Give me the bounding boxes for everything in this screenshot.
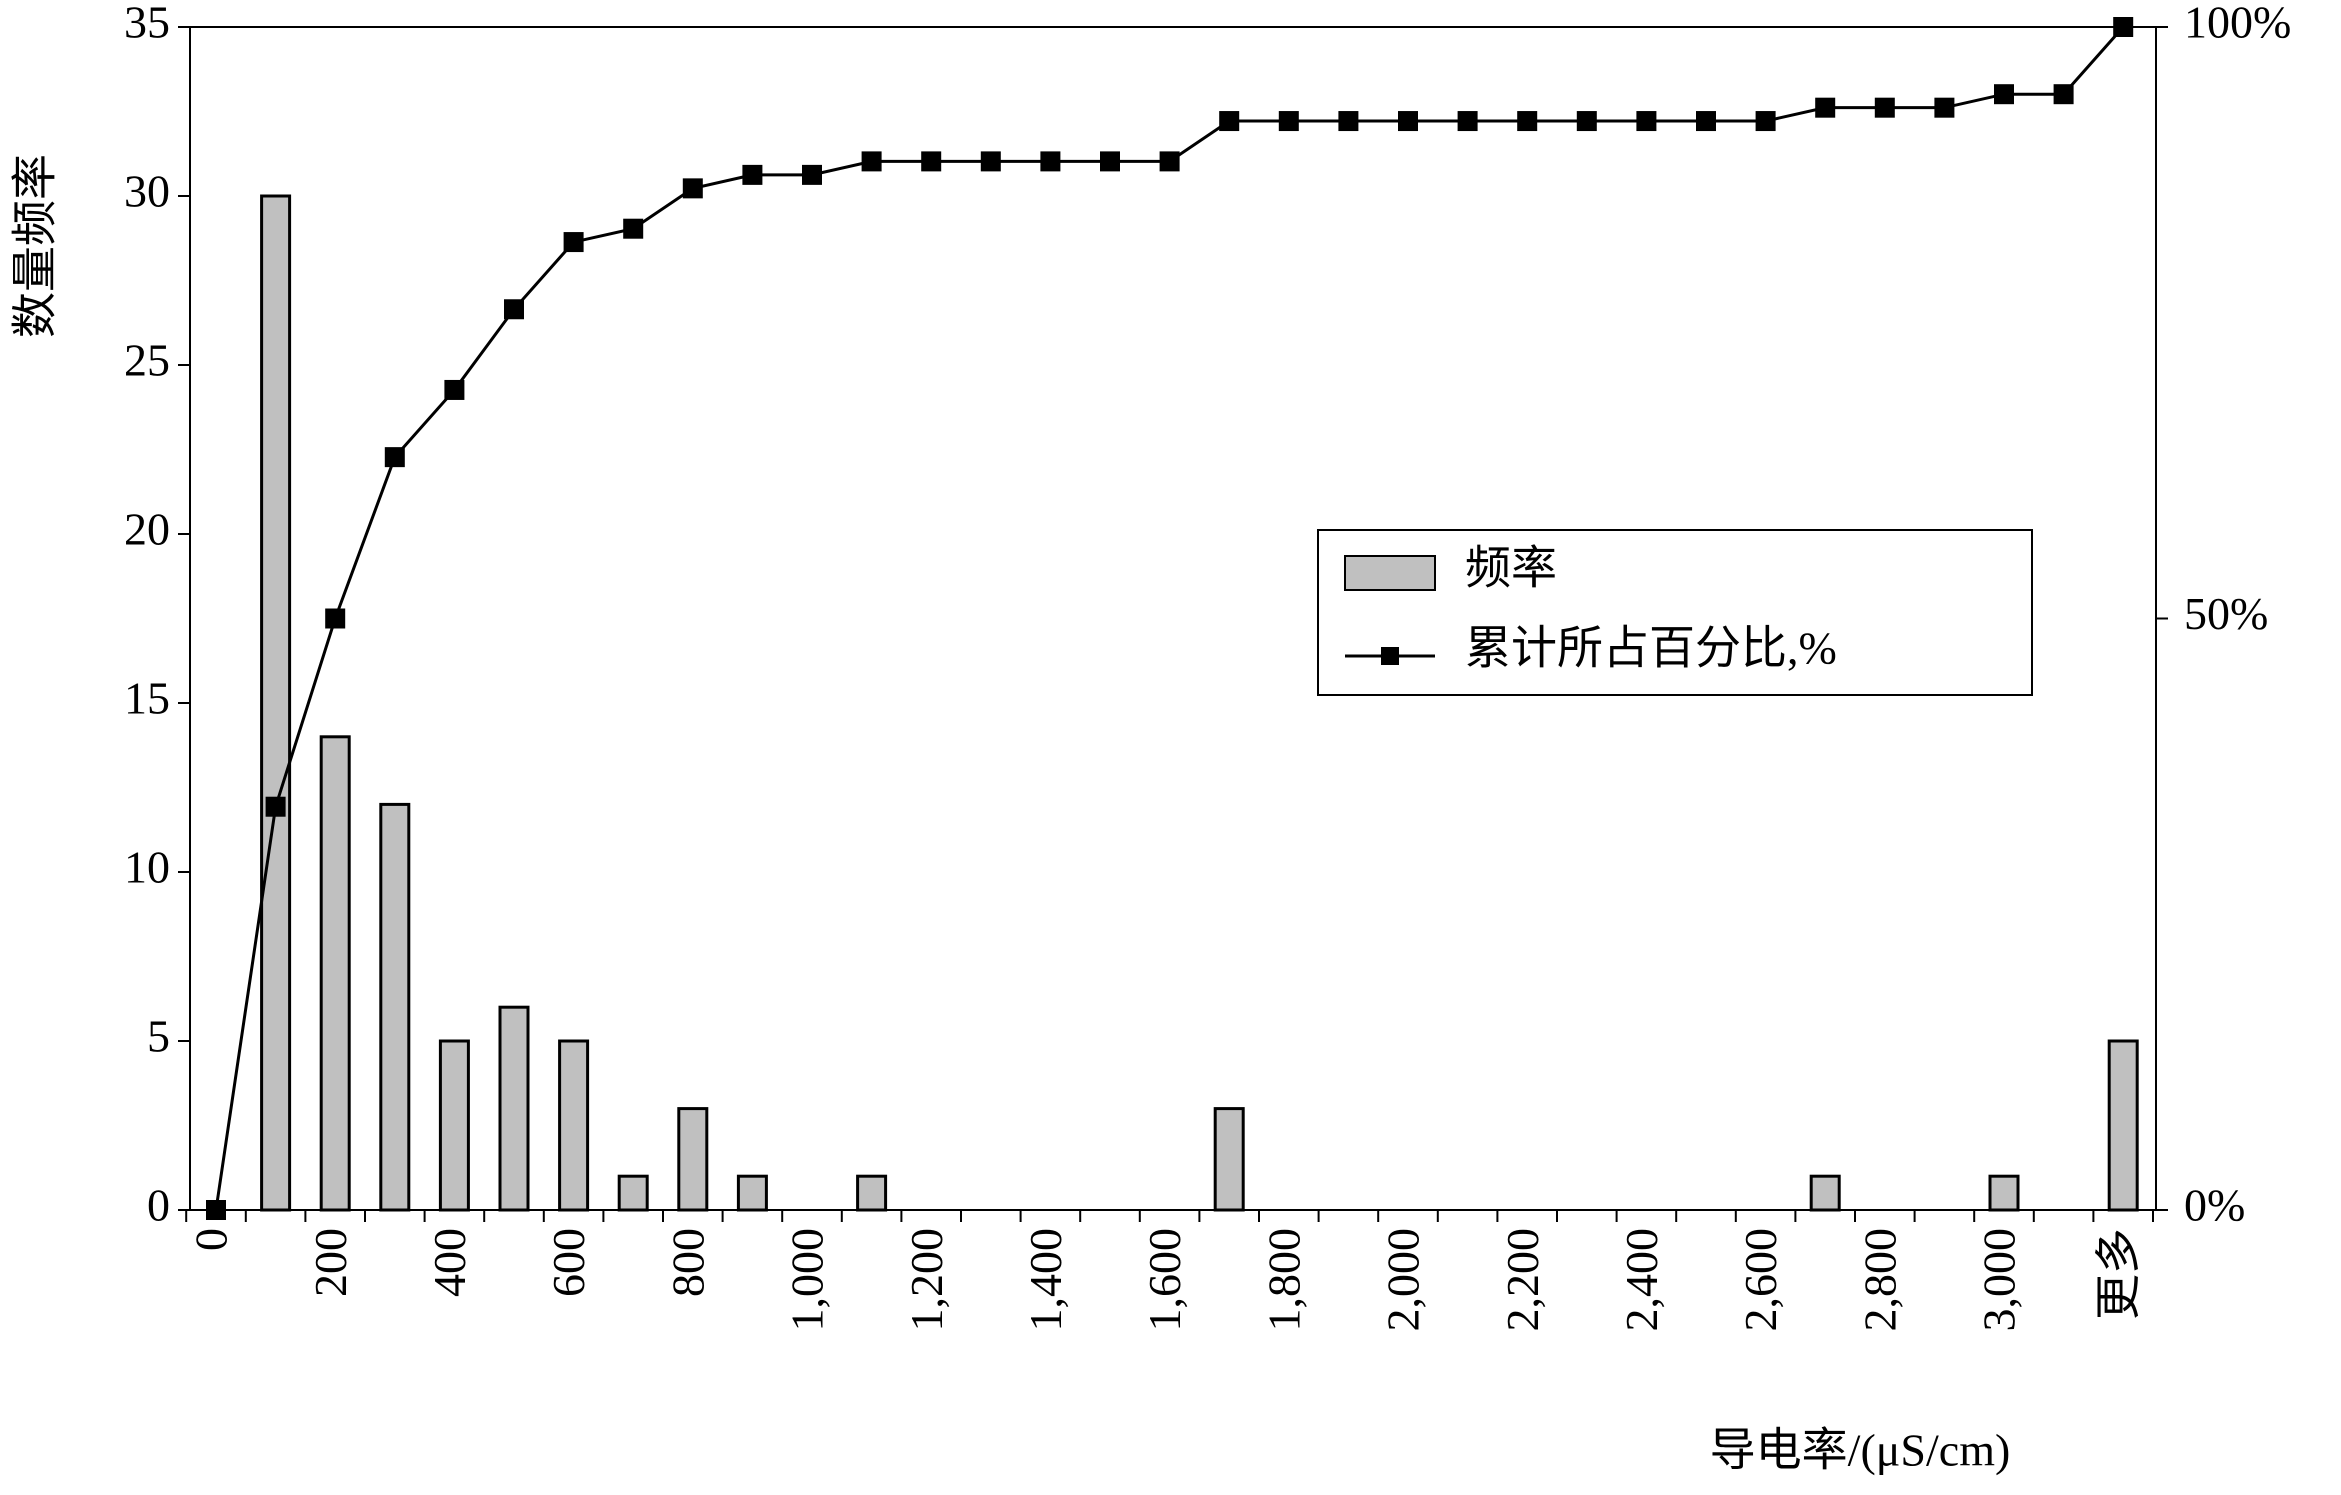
line-marker	[1338, 111, 1359, 132]
x-tick-label: 400	[424, 1228, 475, 1297]
y2-tick-label: 50%	[2184, 588, 2268, 639]
line-marker	[1517, 111, 1538, 132]
line-marker	[861, 151, 882, 172]
line-marker	[444, 379, 465, 400]
x-tick-label: 2,000	[1378, 1228, 1429, 1332]
x-tick-label: 200	[305, 1228, 356, 1297]
line-marker	[1934, 97, 1955, 118]
legend-swatch-bar	[1344, 555, 1436, 591]
y-tick-label: 30	[124, 166, 170, 217]
line-marker	[1815, 97, 1836, 118]
line-marker	[325, 608, 346, 629]
y-tick-label: 0	[147, 1180, 170, 1231]
y2-tick-label: 0%	[2184, 1180, 2245, 1231]
y-tick-label: 15	[124, 673, 170, 724]
line-marker	[1040, 151, 1061, 172]
bar	[736, 1174, 768, 1212]
x-tick-label: 3,000	[1974, 1228, 2025, 1332]
bar	[2107, 1039, 2139, 1212]
line-marker	[1636, 111, 1657, 132]
legend-label: 累计所占百分比,%	[1465, 623, 1837, 674]
line-marker	[1457, 111, 1478, 132]
line-marker	[742, 164, 763, 185]
bar	[617, 1174, 649, 1212]
bar	[677, 1107, 709, 1212]
line-marker	[1755, 111, 1776, 132]
legend-box	[1317, 529, 2033, 696]
bar	[498, 1005, 530, 1212]
x-tick-label: 更多	[2093, 1228, 2144, 1320]
bar	[438, 1039, 470, 1212]
y-tick-label: 10	[124, 842, 170, 893]
x-tick-label: 600	[543, 1228, 594, 1297]
line-marker	[802, 164, 822, 185]
y-tick-label: 5	[147, 1011, 170, 1062]
line-marker	[384, 447, 405, 468]
line-marker	[921, 151, 942, 172]
line-marker	[1278, 111, 1299, 132]
x-tick-label: 2,800	[1854, 1228, 1905, 1332]
bar	[260, 194, 292, 1212]
x-tick-label: 1,400	[1020, 1228, 1071, 1332]
y-tick-label: 25	[124, 335, 170, 386]
line-marker	[980, 151, 1001, 172]
x-tick-label: 1,000	[782, 1228, 833, 1332]
y-tick-label: 35	[124, 0, 170, 48]
x-tick-label: 2,600	[1735, 1228, 1786, 1332]
x-tick-label: 1,600	[1139, 1228, 1190, 1332]
line-marker	[1874, 97, 1895, 118]
bar	[1988, 1174, 2020, 1212]
legend-swatch-marker	[1381, 647, 1399, 665]
x-tick-label: 2,400	[1616, 1228, 1667, 1332]
x-tick-label: 1,200	[901, 1228, 952, 1332]
line-marker	[1696, 111, 1716, 132]
line-marker	[623, 218, 644, 239]
line-marker	[504, 299, 524, 320]
line-marker	[563, 232, 584, 253]
line-marker	[1219, 111, 1240, 132]
line-marker	[2113, 17, 2134, 37]
line-marker	[2053, 84, 2074, 105]
bar	[558, 1039, 590, 1212]
line-marker	[206, 1200, 226, 1220]
line-marker	[1100, 151, 1120, 172]
bar	[1213, 1107, 1245, 1212]
line-marker	[1398, 111, 1418, 132]
x-tick-label: 800	[662, 1228, 713, 1297]
x-tick-label: 0	[186, 1228, 237, 1251]
y2-tick-label: 100%	[2184, 0, 2291, 48]
x-axis-label: 导电率/(μS/cm)	[1710, 1425, 2011, 1476]
line-marker	[682, 178, 703, 199]
x-tick-label: 2,200	[1497, 1228, 1548, 1332]
y-tick-label: 20	[124, 504, 170, 555]
y-axis-label: 数量频率	[10, 154, 61, 338]
bar	[379, 802, 411, 1212]
bar	[856, 1174, 888, 1212]
line-marker	[265, 796, 286, 817]
legend-label: 频率	[1465, 543, 1557, 594]
line-marker	[1994, 84, 2014, 105]
line-marker	[1576, 111, 1597, 132]
bar	[1809, 1174, 1841, 1212]
bar	[319, 735, 351, 1212]
x-tick-label: 1,800	[1258, 1228, 1309, 1332]
line-marker	[1159, 151, 1180, 172]
